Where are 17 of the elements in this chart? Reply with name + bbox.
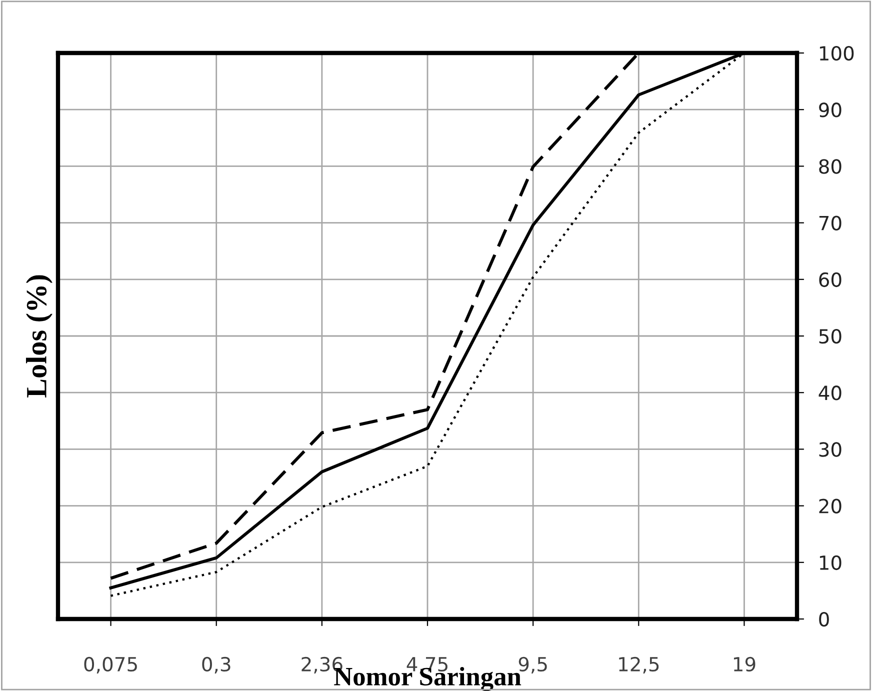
y-tick-label: 0 xyxy=(819,612,829,627)
y-tick-label: 30 xyxy=(819,442,842,457)
y-tick-label: 20 xyxy=(819,498,842,514)
y-tick-label: 40 xyxy=(818,386,842,400)
x-tick-label: 19 xyxy=(734,656,756,672)
y-tick-label: 10 xyxy=(820,555,842,570)
y-tick-label: 100 xyxy=(820,46,854,61)
y-tick-label: 50 xyxy=(819,328,842,344)
y-tick-label: 70 xyxy=(819,216,842,230)
y-tick-label: 90 xyxy=(819,102,842,118)
x-tick-label: 12,5 xyxy=(619,656,659,674)
y-tick-label: 80 xyxy=(819,159,842,174)
x-tick-label: 9,5 xyxy=(518,656,547,674)
y-tick-label: 60 xyxy=(819,272,842,288)
x-tick-label: 0,3 xyxy=(202,656,230,674)
x-tick-label: 0,075 xyxy=(84,656,137,674)
y-axis-title: Lolos (%) xyxy=(26,275,52,398)
